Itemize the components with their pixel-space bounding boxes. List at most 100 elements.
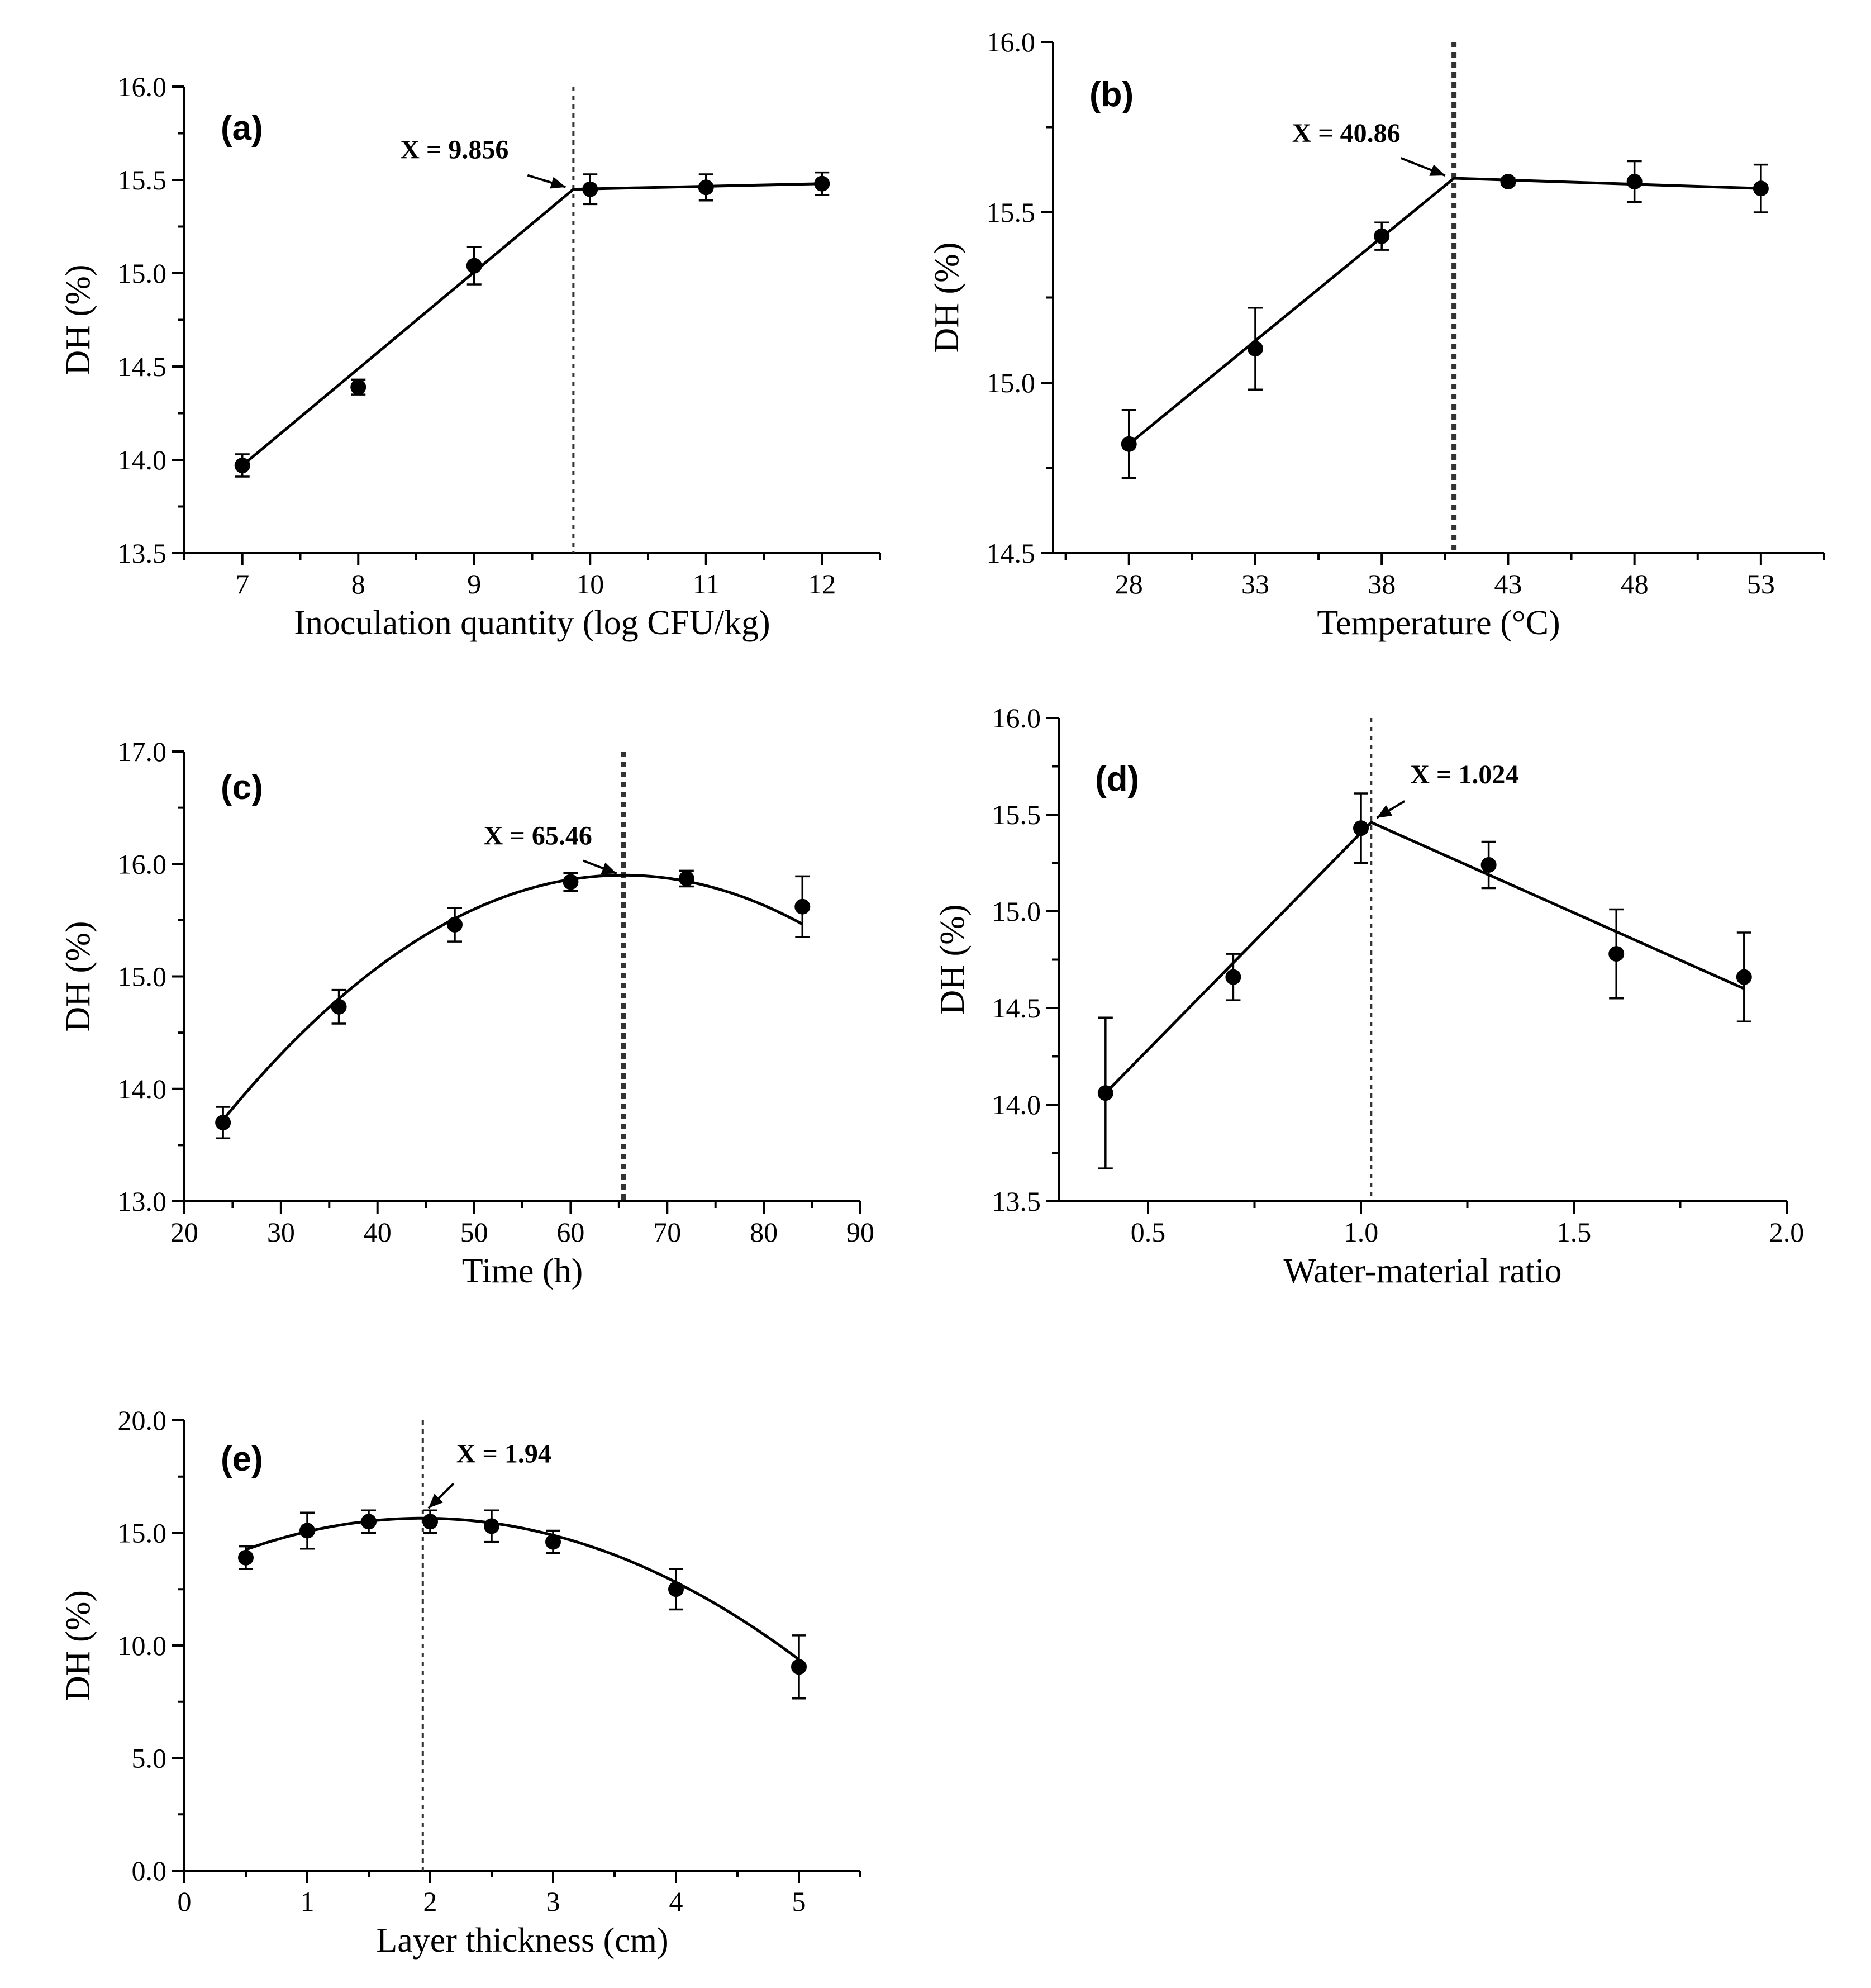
y-tick-label: 13.0: [118, 1186, 167, 1217]
annotation-arrow-head: [1429, 164, 1445, 176]
annotation-label: X = 1.024: [1410, 760, 1518, 790]
x-tick-label: 0: [178, 1886, 192, 1917]
fit-curve: [1128, 177, 1761, 445]
x-axis-title: Water-material ratio: [1283, 1252, 1561, 1290]
x-tick-label: 38: [1368, 568, 1396, 600]
panel-a: 13.5 14.0 14.5 15.0 15.5 16.0 7 8 9 10 11 12 Inocula…: [59, 71, 881, 642]
y-tick-label: 14.5: [992, 992, 1041, 1024]
y-tick-label: 15.0: [992, 896, 1041, 927]
panel-b: 14.5 15.0 15.5 16.0 28 33 38 43 48 53 Temperature …: [928, 26, 1825, 642]
x-tick-label: 90: [846, 1216, 874, 1248]
x-axis-title: Temperature (°C): [1317, 604, 1560, 642]
y-tick-label: 15.0: [118, 258, 167, 289]
x-tick-label: 11: [693, 568, 720, 600]
y-tick-label: 15.0: [118, 1518, 167, 1549]
x-tick-label: 28: [1115, 568, 1143, 600]
x-tick-label: 20: [170, 1216, 198, 1248]
data-point: [814, 175, 830, 192]
x-tick-label: 70: [653, 1216, 681, 1248]
data-point: [361, 1514, 377, 1530]
x-tick-label: 4: [669, 1886, 683, 1917]
y-tick-label: 16.0: [987, 26, 1036, 58]
annotation-label: X = 65.46: [484, 821, 592, 850]
data-point: [1480, 857, 1497, 873]
x-tick-label: 7: [235, 568, 249, 600]
x-tick-label: 1: [301, 1886, 315, 1917]
x-tick-label: 9: [467, 568, 481, 600]
x-tick-label: 50: [460, 1216, 488, 1248]
y-tick-label: 5.0: [132, 1743, 167, 1774]
data-point: [1353, 820, 1369, 836]
data-point: [422, 1514, 438, 1530]
panel-label: (e): [221, 1440, 263, 1478]
data-point: [238, 1549, 254, 1566]
data-point: [698, 179, 714, 196]
data-point: [466, 258, 482, 274]
x-tick-label: 2: [423, 1886, 437, 1917]
panel-label: (a): [221, 109, 263, 148]
data-point: [668, 1581, 684, 1597]
y-axis-title: DH (%): [934, 905, 972, 1015]
y-axis-title: DH (%): [59, 1590, 97, 1701]
y-axis-title: DH (%): [928, 242, 966, 353]
x-tick-label: 80: [750, 1216, 778, 1248]
annotation-arrow-head: [601, 862, 617, 874]
x-tick-label: 12: [808, 568, 836, 600]
x-tick-label: 1.5: [1556, 1216, 1592, 1248]
data-point: [678, 871, 694, 887]
fit-curve: [1104, 820, 1745, 1094]
data-point: [350, 379, 366, 395]
y-tick-label: 17.0: [118, 736, 167, 767]
data-point: [1121, 436, 1137, 452]
x-tick-label: 48: [1621, 568, 1649, 600]
x-axis-title: Time (h): [462, 1252, 583, 1290]
panel-d: 13.5 14.0 14.5 15.0 15.5 16.0 0.5 1.0 1.5 2.0 Wate…: [934, 702, 1804, 1290]
y-tick-label: 15.5: [118, 164, 167, 196]
x-tick-label: 0.5: [1131, 1216, 1166, 1248]
x-tick-label: 3: [546, 1886, 560, 1917]
data-point: [563, 874, 579, 890]
data-point: [1753, 180, 1769, 197]
fit-curve: [245, 1516, 800, 1661]
x-tick-label: 33: [1241, 568, 1269, 600]
y-tick-label: 13.5: [992, 1186, 1041, 1217]
fit-curve: [222, 873, 803, 1121]
x-tick-label: 53: [1747, 568, 1775, 600]
x-axis-title: Layer thickness (cm): [376, 1922, 668, 1960]
y-tick-label: 14.0: [992, 1089, 1041, 1120]
annotation-label: X = 40.86: [1292, 118, 1401, 148]
x-tick-label: 30: [267, 1216, 295, 1248]
annotation-arrow-head: [550, 177, 566, 189]
y-tick-label: 10.0: [118, 1630, 167, 1661]
y-tick-label: 16.0: [118, 848, 167, 879]
data-point: [234, 458, 250, 474]
y-tick-label: 14.0: [118, 1073, 167, 1105]
y-tick-label: 15.0: [118, 961, 167, 992]
y-axis-title: DH (%): [59, 921, 97, 1032]
panel-label: (b): [1089, 75, 1134, 114]
x-tick-label: 40: [364, 1216, 392, 1248]
panel-label: (c): [221, 768, 263, 807]
y-tick-label: 16.0: [118, 71, 167, 102]
y-tick-label: 15.0: [987, 367, 1036, 398]
data-point: [582, 181, 598, 197]
y-axis-title: DH (%): [59, 265, 97, 375]
data-point: [215, 1115, 231, 1131]
annotation-arrow-head: [1377, 805, 1393, 818]
data-point: [484, 1518, 499, 1534]
data-point: [791, 1659, 807, 1675]
x-axis-title: Inoculation quantity (log CFU/kg): [294, 604, 770, 642]
data-point: [1608, 946, 1625, 962]
y-tick-label: 14.5: [118, 351, 167, 382]
data-point: [794, 898, 811, 915]
panel-label: (d): [1095, 760, 1139, 798]
panel-e: 0.0 5.0 10.0 15.0 20.0 0 1 2 3 4 5 Layer thickness …: [59, 1405, 861, 1960]
panel-c: 13.0 14.0 15.0 16.0 17.0 20 30 40 50 60 70 80 90 Time…: [59, 736, 874, 1290]
annotation-label: X = 1.94: [456, 1439, 551, 1468]
y-tick-label: 13.5: [118, 538, 167, 569]
y-tick-label: 14.0: [118, 444, 167, 475]
x-tick-label: 60: [556, 1216, 584, 1248]
y-tick-label: 16.0: [992, 702, 1041, 734]
data-point: [299, 1523, 315, 1539]
